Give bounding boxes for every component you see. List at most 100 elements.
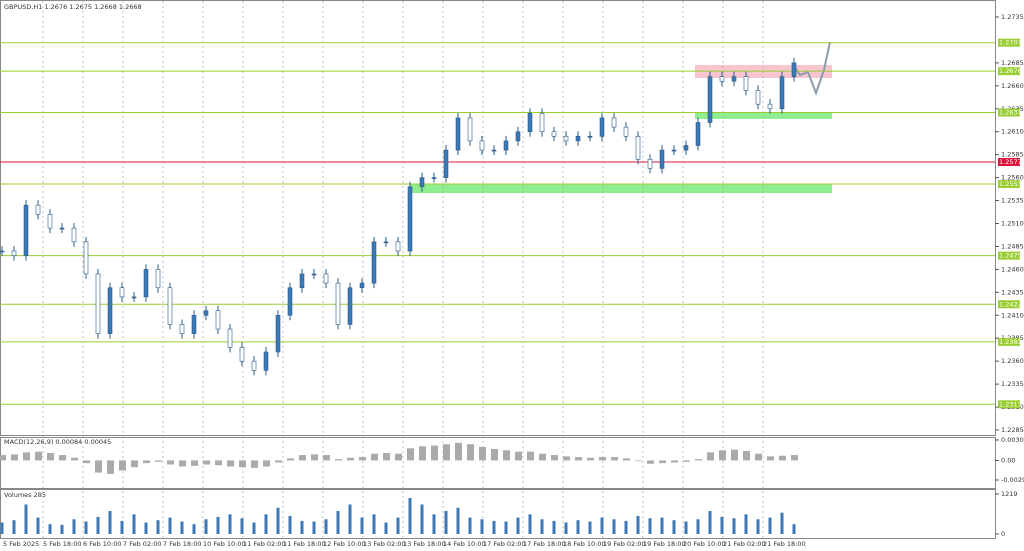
macd-bar: [443, 444, 450, 461]
candle: [659, 149, 665, 169]
chart-title: GBPUSD,H1 1.2676 1.2675 1.2668 1.2668: [4, 3, 142, 11]
candle: [515, 131, 521, 142]
y-tick-label: 1.2335: [1001, 380, 1024, 388]
candle: [95, 273, 101, 334]
macd-tick-label: 0.00: [1001, 456, 1015, 464]
macd-bar: [383, 453, 390, 461]
level-tag: [998, 108, 1020, 117]
candle: [395, 241, 401, 252]
candle: [407, 186, 413, 252]
candle: [251, 360, 257, 371]
macd-tick-label: -0.0029: [1001, 476, 1024, 484]
candle: [635, 136, 641, 160]
level-label: 1.2475: [999, 252, 1022, 260]
macd-bar: [311, 454, 318, 461]
macd-bar: [623, 458, 630, 461]
volume-bar: [684, 521, 688, 534]
volume-bar: [648, 518, 652, 534]
volume-bar: [228, 514, 232, 534]
x-tick-label: 11 Feb 02:00: [243, 540, 286, 548]
volume-bar: [12, 520, 16, 534]
x-tick-label: 21 Feb 02:00: [723, 540, 766, 548]
x-tick-label: 20 Feb 10:00: [683, 540, 726, 548]
level-label: 1.2381: [999, 338, 1022, 346]
volume-bar: [612, 519, 616, 534]
macd-bar: [347, 457, 354, 461]
volume-bar: [144, 522, 148, 534]
candle: [311, 273, 317, 276]
volume-bar: [84, 521, 88, 534]
macd-bar: [455, 442, 462, 461]
candle: [503, 140, 509, 151]
candle: [551, 131, 557, 137]
x-tick-label: 5 Feb 18:00: [43, 540, 82, 548]
macd-bar: [587, 457, 594, 461]
macd-label: MACD(12,26,9) 0.00084 0.00045: [4, 438, 111, 446]
macd-bar: [227, 460, 234, 467]
support-zone: [695, 112, 832, 119]
volume-bar: [408, 497, 412, 534]
volume-bar: [312, 521, 316, 534]
candle: [467, 117, 473, 142]
main-frame: [0, 0, 996, 436]
level-label: 1.2631: [999, 108, 1022, 116]
volume-bar: [540, 519, 544, 534]
y-tick-label: 1.2685: [1001, 59, 1024, 67]
volume-bar: [672, 520, 676, 534]
x-tick-label: 17 Feb 18:00: [523, 540, 566, 548]
candle: [263, 351, 269, 371]
macd-bar: [275, 460, 282, 463]
volume-bar: [552, 520, 556, 534]
candle: [623, 126, 629, 137]
volume-bar: [588, 521, 592, 534]
candle: [695, 122, 701, 146]
macd-bar: [395, 453, 402, 461]
macd-bar: [215, 460, 222, 466]
volume-label: Volumes 285: [4, 491, 46, 499]
x-tick-label: 18 Feb 10:00: [563, 540, 606, 548]
macd-bar: [323, 455, 330, 461]
volume-bar: [252, 522, 256, 534]
candle: [719, 76, 725, 82]
level-label: 1.2422: [999, 300, 1022, 308]
level-label: 1.2676: [999, 67, 1022, 75]
volume-bar: [624, 520, 628, 534]
level-label: 1.2577: [999, 158, 1022, 166]
forecast-path: [791, 41, 831, 96]
candle: [599, 117, 605, 137]
volume-bar: [24, 504, 28, 534]
macd-bar: [119, 460, 126, 471]
y-tick-label: 1.2510: [1001, 220, 1024, 228]
volume-bar: [456, 507, 460, 534]
macd-bar: [647, 460, 654, 464]
level-tag: [998, 38, 1020, 47]
macd-bar: [551, 455, 558, 461]
volume-bar: [108, 511, 112, 534]
volume-bar: [660, 517, 664, 534]
volume-bar: [792, 524, 796, 534]
x-tick-label: 7 Feb 02:00: [123, 540, 162, 548]
candle: [59, 227, 65, 230]
candle: [455, 117, 461, 151]
candle: [359, 282, 365, 289]
candle: [203, 310, 209, 316]
macd-bar: [335, 459, 342, 461]
macd-frame: [0, 437, 996, 489]
macd-bar: [299, 455, 306, 461]
candle: [119, 287, 125, 298]
macd-bar: [83, 460, 90, 464]
macd-bar: [419, 446, 426, 461]
candle: [227, 328, 233, 348]
macd-bar: [527, 451, 534, 461]
macd-bar: [563, 456, 570, 461]
macd-bar: [431, 445, 438, 461]
x-tick-label: 12 Feb 10:00: [323, 540, 366, 548]
candle: [755, 90, 761, 105]
macd-bar: [371, 453, 378, 461]
volume-bar: [36, 517, 40, 534]
volume-bar: [48, 524, 52, 534]
volume-bar: [276, 507, 280, 534]
level-tag: [998, 180, 1020, 189]
candle: [23, 204, 29, 256]
